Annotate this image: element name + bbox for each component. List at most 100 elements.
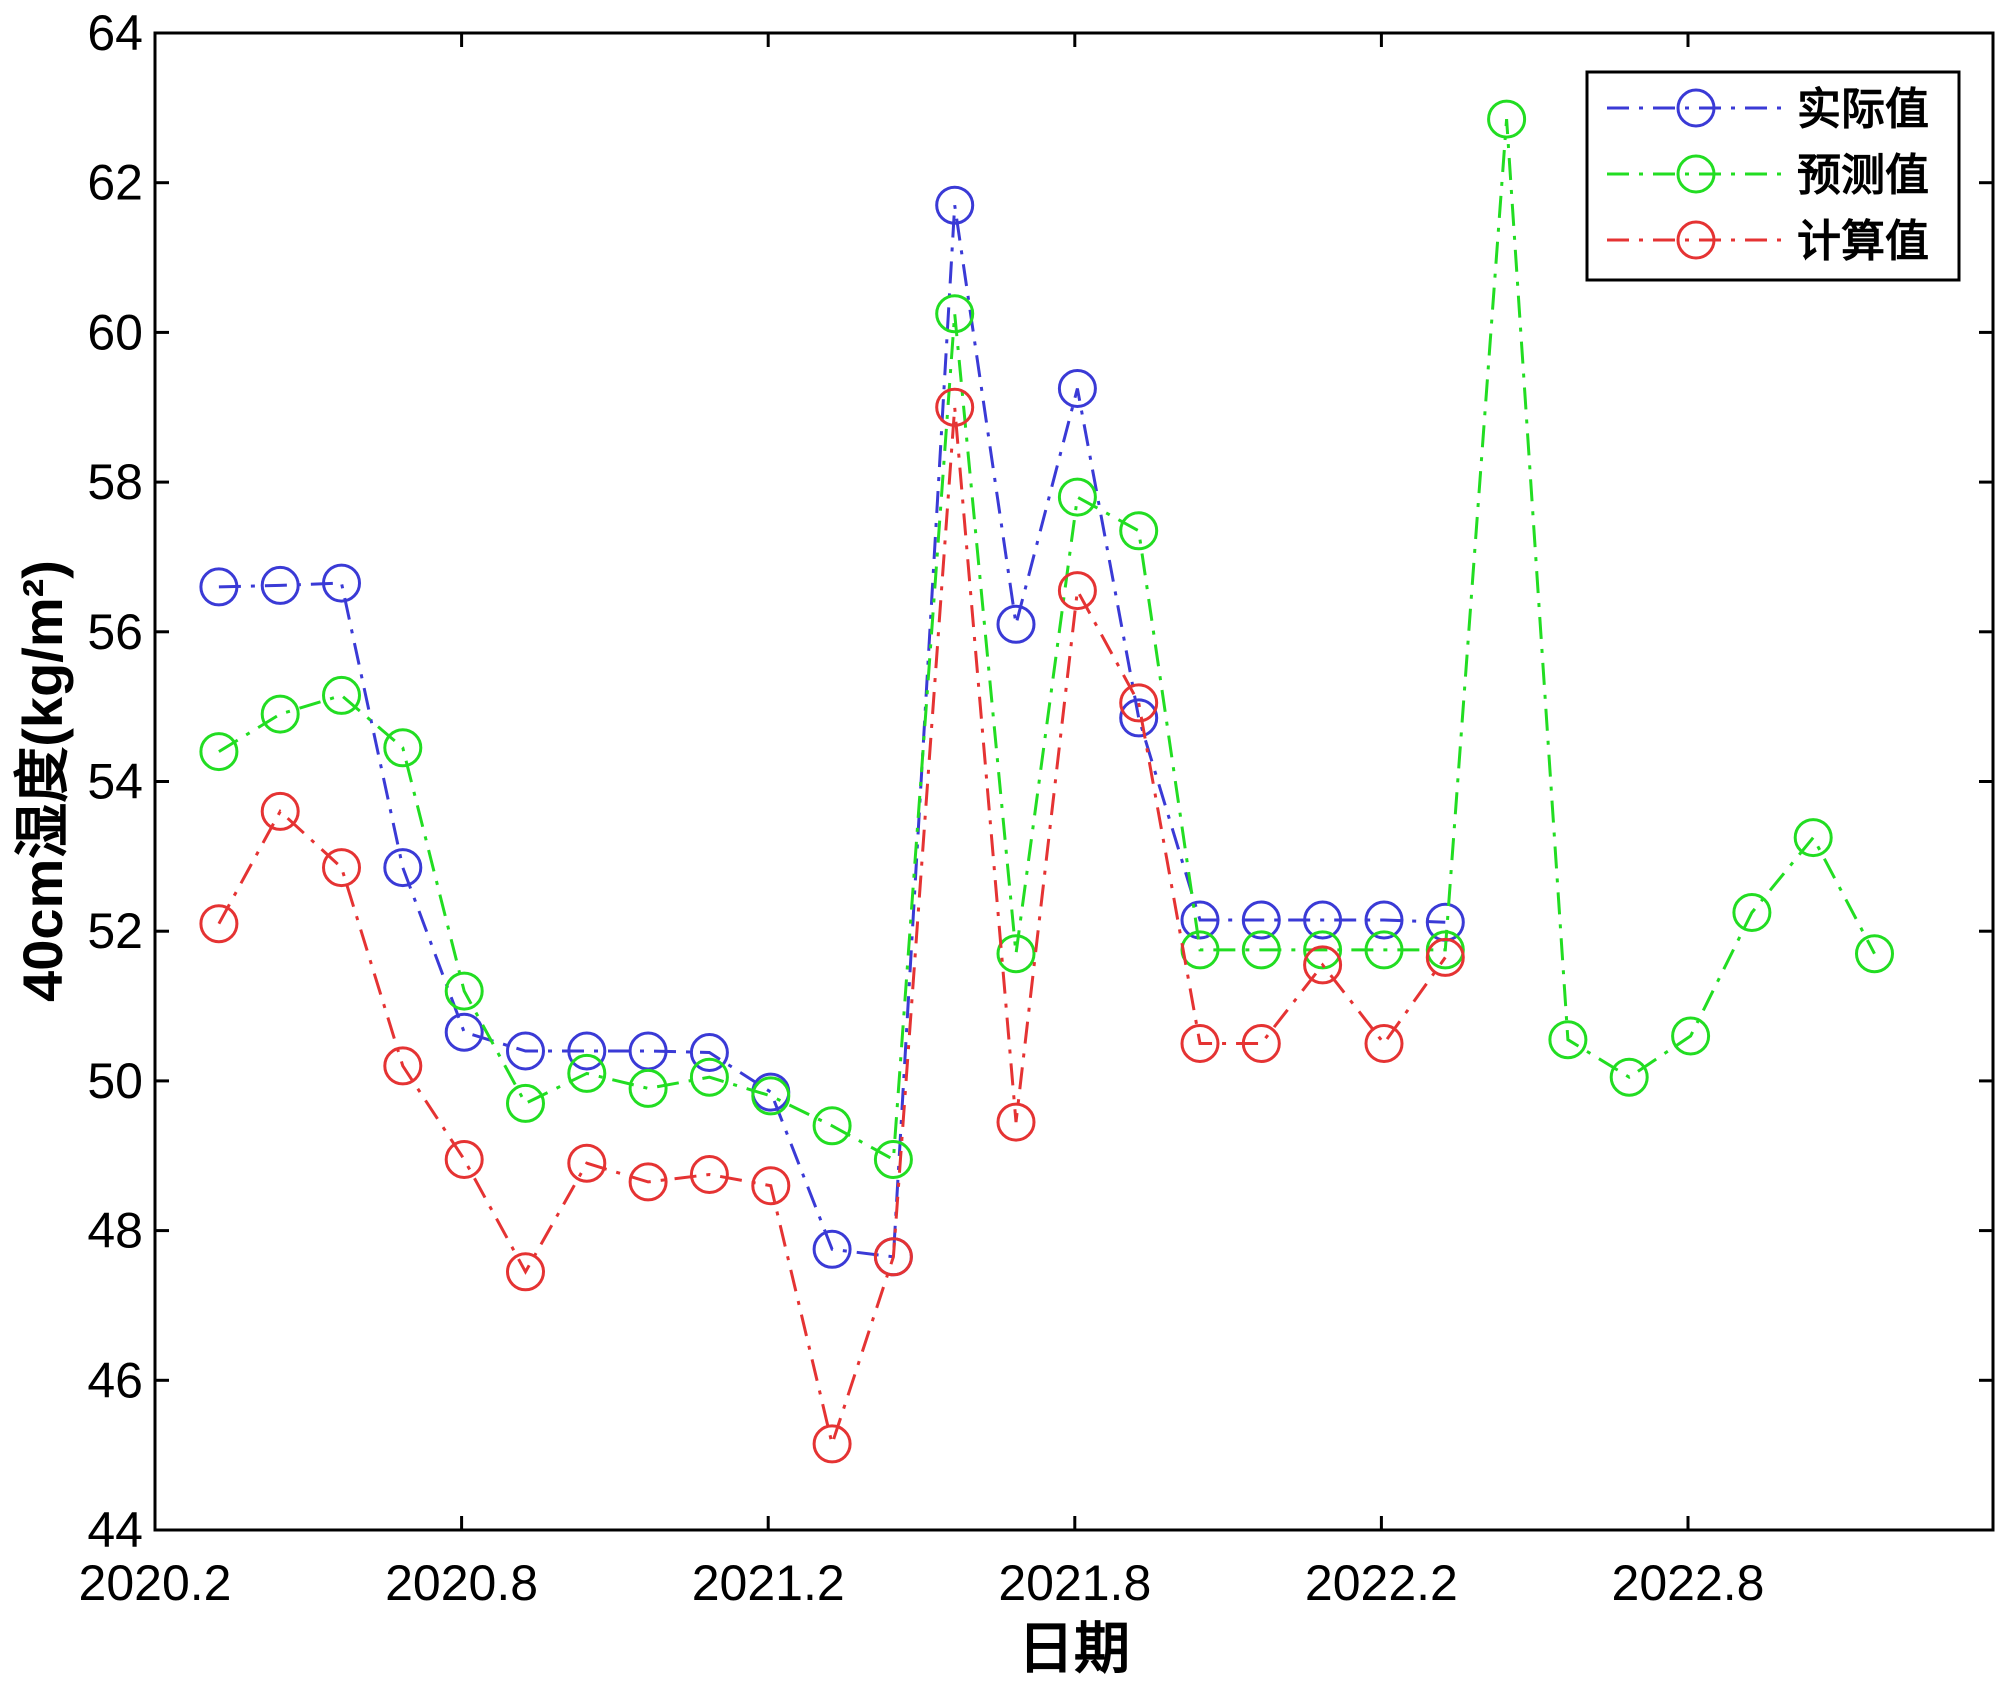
data-point bbox=[812, 1106, 852, 1146]
x-axis: 2020.2 2020.8 2021.2 2021.8 2022.2 2022.8 bbox=[79, 33, 1765, 1611]
plot-area bbox=[153, 31, 1995, 1532]
data-point bbox=[567, 1143, 607, 1183]
data-point bbox=[260, 565, 300, 605]
data-point bbox=[322, 675, 361, 715]
legend-entry-predicted: 预测值 bbox=[1607, 151, 1929, 200]
series-1 bbox=[199, 99, 1894, 1179]
data-point bbox=[751, 1166, 791, 1206]
data-point bbox=[1241, 930, 1281, 970]
data-point bbox=[996, 1102, 1036, 1142]
data-point bbox=[260, 791, 300, 831]
legend-label-predicted: 预测值 bbox=[1797, 151, 1929, 200]
data-point bbox=[812, 1229, 852, 1269]
data-point bbox=[567, 1031, 607, 1071]
legend-marker-actual bbox=[1676, 88, 1716, 128]
legend-label-calculated: 计算值 bbox=[1797, 217, 1929, 266]
series-layer bbox=[199, 99, 1894, 1464]
data-point bbox=[1364, 900, 1404, 940]
data-point bbox=[935, 185, 975, 225]
data-point bbox=[1303, 900, 1343, 940]
series-line bbox=[217, 407, 1447, 1450]
x-tick-label: 2021.8 bbox=[998, 1555, 1151, 1611]
y-tick-label: 48 bbox=[87, 1203, 143, 1259]
data-point bbox=[996, 604, 1036, 644]
data-point bbox=[1364, 1024, 1404, 1063]
data-point bbox=[322, 563, 361, 603]
x-axis-title: 日期 bbox=[1018, 1617, 1130, 1680]
data-point bbox=[1119, 683, 1159, 723]
y-axis: 44 46 48 50 52 54 56 58 60 62 64 bbox=[87, 5, 1993, 1558]
data-point bbox=[199, 732, 239, 772]
data-point bbox=[322, 848, 361, 888]
legend-entry-calculated: 计算值 bbox=[1607, 217, 1929, 266]
data-point bbox=[1241, 900, 1281, 940]
x-tick-label: 2020.2 bbox=[79, 1555, 232, 1611]
y-tick-label: 56 bbox=[87, 604, 143, 660]
data-point bbox=[506, 1083, 545, 1123]
data-point bbox=[260, 694, 300, 734]
data-point bbox=[1793, 818, 1833, 858]
data-point bbox=[1119, 698, 1159, 738]
y-tick-label: 52 bbox=[87, 903, 143, 959]
data-point bbox=[1119, 511, 1159, 551]
data-point bbox=[628, 1068, 668, 1108]
data-point bbox=[689, 1033, 729, 1072]
data-point bbox=[506, 1031, 545, 1071]
data-point bbox=[935, 294, 975, 334]
y-tick-label: 44 bbox=[87, 1502, 143, 1558]
data-point bbox=[1057, 369, 1097, 408]
x-tick-label: 2021.2 bbox=[692, 1555, 845, 1611]
legend-entry-actual: 实际值 bbox=[1607, 85, 1929, 134]
data-point bbox=[873, 1237, 913, 1277]
data-point bbox=[812, 1424, 852, 1464]
legend-marker-predicted bbox=[1676, 154, 1716, 194]
data-point bbox=[1241, 1024, 1281, 1063]
data-point bbox=[1057, 477, 1097, 517]
series-line bbox=[218, 204, 1446, 1259]
data-point bbox=[628, 1162, 668, 1202]
data-point bbox=[506, 1252, 545, 1292]
data-point bbox=[996, 934, 1036, 974]
data-point bbox=[444, 971, 484, 1011]
series-2 bbox=[199, 387, 1465, 1464]
data-point bbox=[689, 1057, 729, 1097]
data-point bbox=[1303, 945, 1343, 985]
data-point bbox=[689, 1155, 729, 1194]
data-point bbox=[1364, 930, 1404, 970]
data-point bbox=[1732, 893, 1772, 932]
data-point bbox=[1548, 1020, 1588, 1060]
data-point bbox=[1855, 934, 1894, 974]
y-tick-label: 50 bbox=[87, 1053, 143, 1109]
y-tick-label: 60 bbox=[87, 304, 143, 360]
data-point bbox=[1609, 1057, 1649, 1097]
data-point bbox=[383, 728, 423, 768]
data-point bbox=[1671, 1016, 1711, 1056]
data-point bbox=[444, 1140, 484, 1179]
data-point bbox=[1180, 1024, 1220, 1063]
data-point bbox=[199, 567, 239, 607]
legend-marker-calculated bbox=[1676, 220, 1716, 260]
data-point bbox=[199, 904, 239, 944]
data-point bbox=[383, 848, 423, 888]
legend-box bbox=[1585, 70, 1961, 282]
y-tick-label: 46 bbox=[87, 1352, 143, 1408]
data-point bbox=[1487, 99, 1527, 139]
x-tick-label: 2022.2 bbox=[1305, 1555, 1458, 1611]
legend: 实际值 预测值 计算值 bbox=[1585, 70, 1961, 282]
y-tick-label: 64 bbox=[87, 5, 143, 61]
y-axis-title: 40cm湿度(kg/m²) bbox=[11, 560, 74, 1002]
y-tick-label: 62 bbox=[87, 155, 143, 211]
data-point bbox=[1180, 900, 1220, 940]
y-tick-label: 58 bbox=[87, 454, 143, 510]
x-tick-label: 2022.8 bbox=[1612, 1555, 1765, 1611]
data-point bbox=[567, 1053, 607, 1093]
data-point bbox=[1057, 571, 1097, 611]
data-point bbox=[935, 387, 975, 427]
data-point bbox=[751, 1076, 791, 1116]
x-tick-label: 2020.8 bbox=[385, 1555, 538, 1611]
data-point bbox=[444, 1012, 484, 1052]
data-point bbox=[873, 1140, 913, 1179]
y-tick-label: 54 bbox=[87, 754, 143, 810]
data-point bbox=[1303, 930, 1343, 970]
